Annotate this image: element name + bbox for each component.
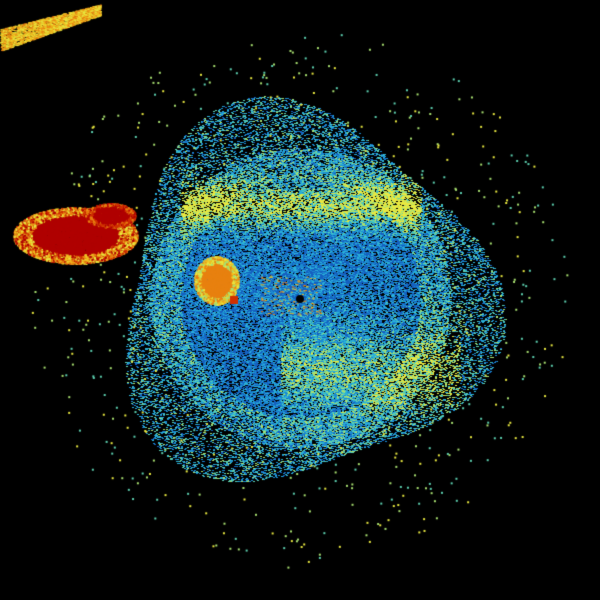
radar-echo-canvas bbox=[0, 0, 600, 600]
radar-reflectivity-view bbox=[0, 0, 600, 600]
